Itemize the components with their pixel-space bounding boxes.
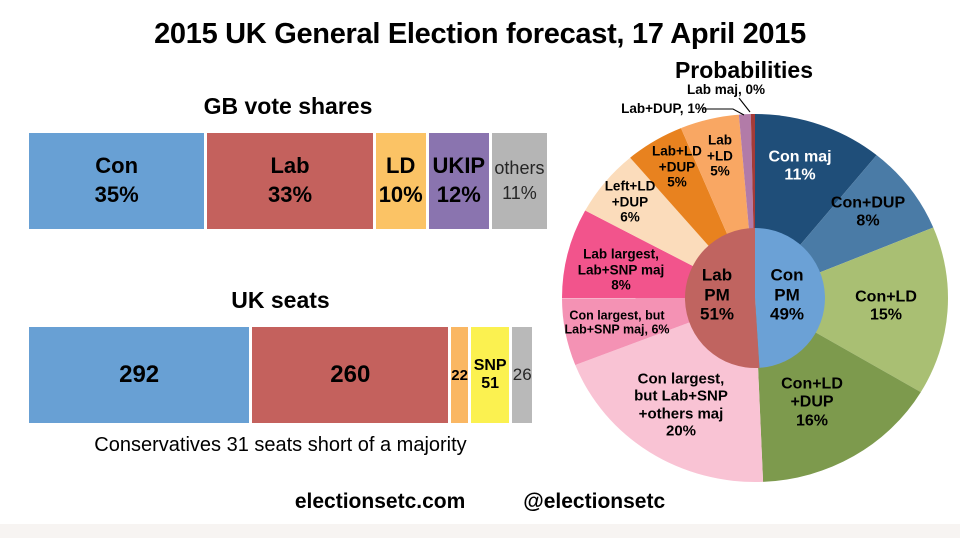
pie-label-lab-pm: Lab PM 51%: [699, 265, 735, 324]
pie-label-lab-maj: Lab maj, 0%: [686, 82, 766, 98]
pie-label-con-maj: Con maj 11%: [768, 148, 832, 184]
pie-label-left-ld-dup: Left+LD +DUP 6%: [604, 178, 656, 225]
main-title: 2015 UK General Election forecast, 17 Ap…: [154, 18, 806, 50]
uk-seats-segment-lab: 260: [252, 327, 449, 423]
pie-label-con-largest-snp: Con largest, but Lab+SNP maj, 6%: [564, 308, 670, 337]
seats-bar: 292 260 22 SNP 51 26: [29, 327, 532, 423]
pie-label-lab-largest: Lab largest, Lab+SNP maj 8%: [577, 246, 665, 293]
footer-website: electionsetc.com: [294, 490, 466, 513]
pie-inner-con-pm: [755, 228, 825, 368]
uk-seats-segment-snp: SNP 51: [470, 327, 510, 423]
footer: electionsetc.com @electionsetc: [0, 490, 960, 514]
gb-vote-shares-segment-ld: LD 10%: [375, 133, 426, 229]
probabilities-title: Probabilities: [674, 57, 814, 83]
pie-slice-con-ld: [755, 227, 948, 393]
gb-vote-shares-segment-con: Con 35%: [29, 133, 205, 229]
gb-vote-shares-segment-ukip: UKIP 12%: [428, 133, 489, 229]
pie-label-lab-ld: Lab +LD 5%: [707, 132, 733, 179]
leader-lab-dup: [702, 108, 745, 116]
gb-vote-shares-segment-others: others 11%: [491, 133, 547, 229]
pie-label-con-ld: Con+LD 15%: [855, 288, 917, 324]
pie-label-con-dup: Con+DUP 8%: [830, 194, 906, 230]
probabilities-panel: Probabilities Con maj 11% Con+DUP 8% Con…: [560, 0, 960, 538]
pie-label-con-pm: Con PM 49%: [769, 265, 805, 324]
pie-label-lab-ld-dup: Lab+LD +DUP 5%: [652, 143, 702, 190]
uk-seats-segment-others: 26: [512, 327, 532, 423]
pie-inner-lab-pm: [684, 227, 760, 368]
vote-shares-bar: Con 35% Lab 33% LD 10% UKIP 12% others 11%: [29, 133, 547, 229]
bottom-strip: [0, 524, 960, 538]
footer-twitter: @electionsetc: [523, 490, 666, 513]
seats-caption: Conservatives 31 seats short of a majori…: [94, 434, 467, 456]
leader-lab-maj: [738, 97, 751, 113]
pie-label-con-ld-dup: Con+LD +DUP 16%: [781, 375, 843, 430]
vote-shares-title: GB vote shares: [203, 93, 373, 119]
gb-vote-shares-segment-lab: Lab 33%: [207, 133, 373, 229]
pie-label-lab-dup: Lab+DUP, 1%: [621, 101, 707, 117]
seats-title: UK seats: [231, 287, 330, 313]
uk-seats-segment-ld: 22: [451, 327, 468, 423]
uk-seats-segment-con: 292: [29, 327, 250, 423]
pie-label-con-largest-others: Con largest, but Lab+SNP +others maj 20%: [634, 370, 728, 440]
probabilities-pie: [561, 97, 948, 483]
